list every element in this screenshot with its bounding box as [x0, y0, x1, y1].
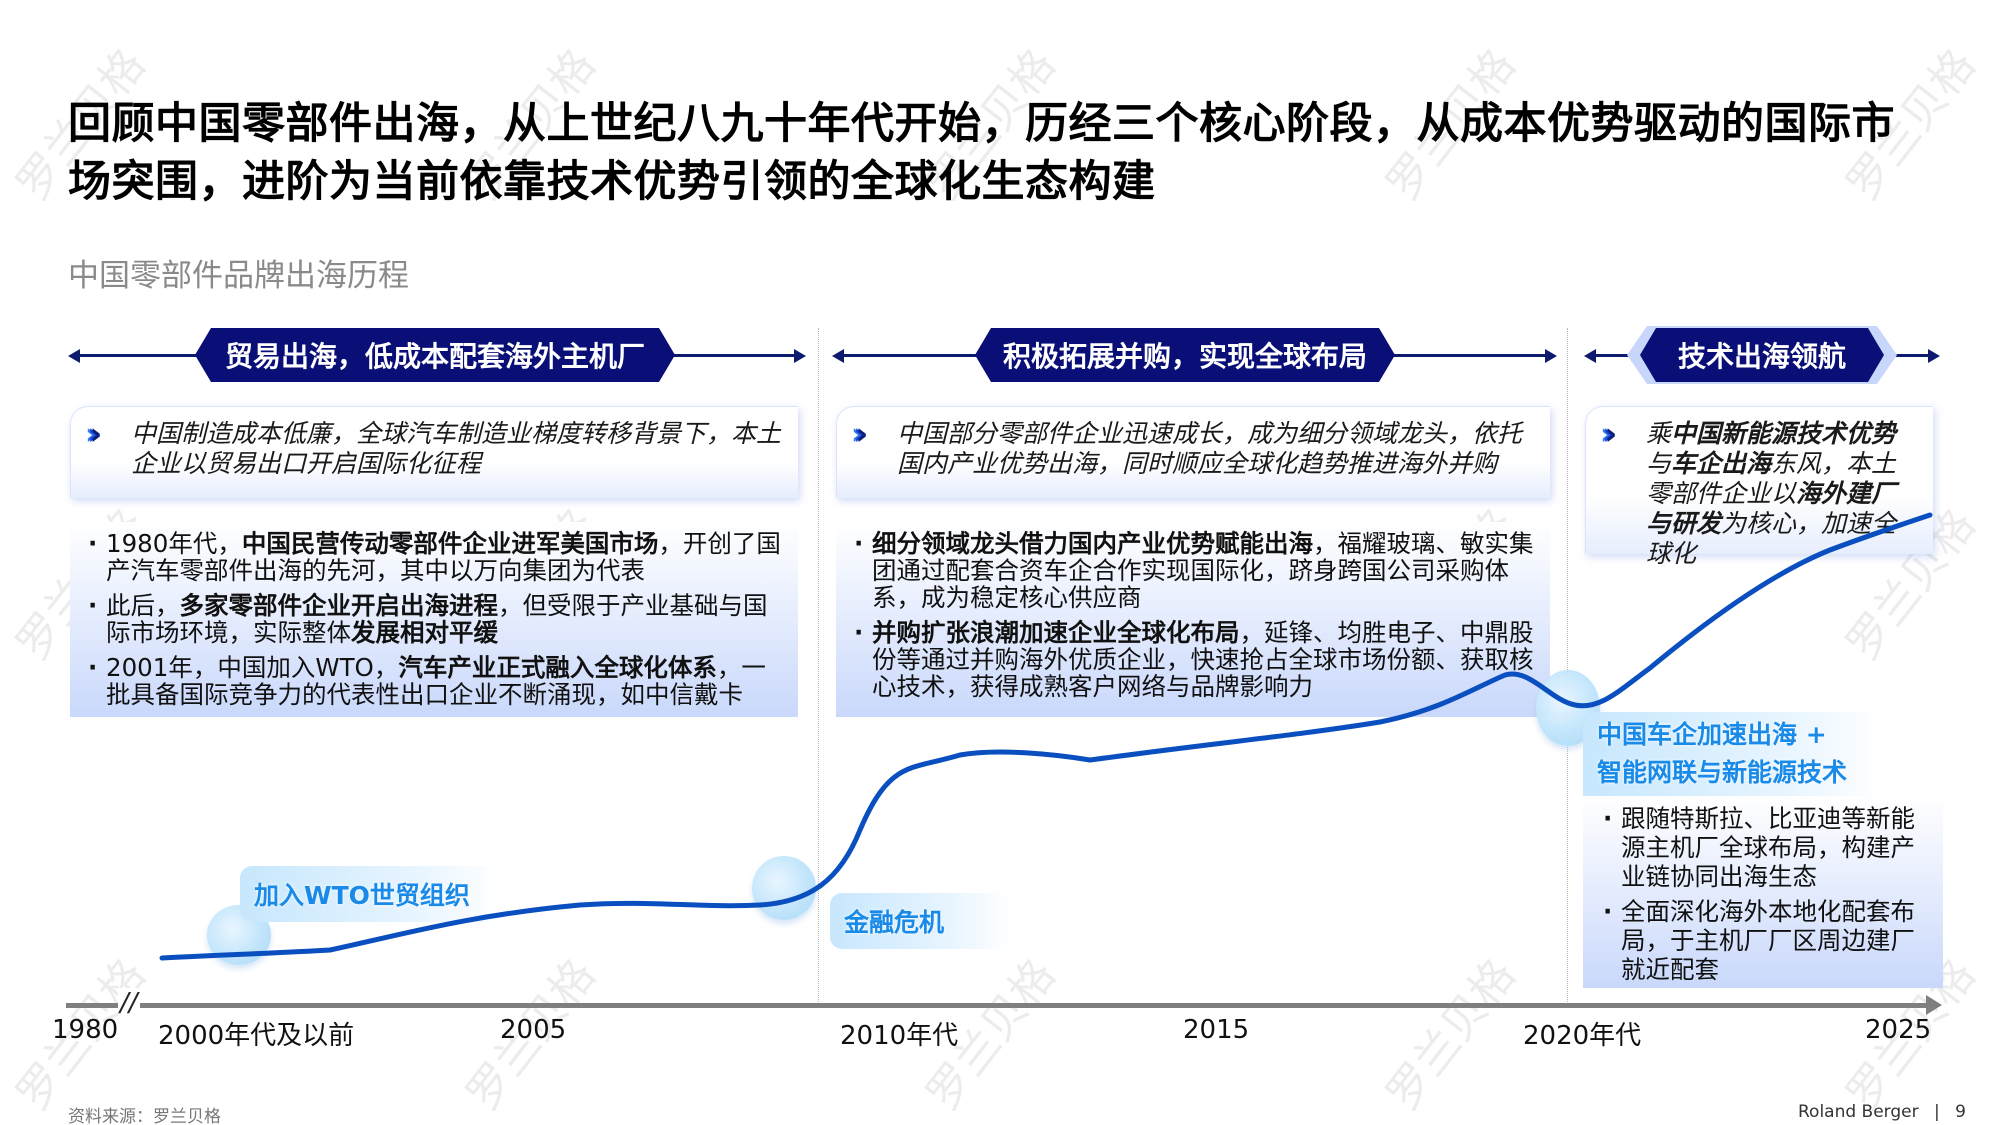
list-item: 并购扩张浪潮加速企业全球化布局，延锋、均胜电子、中鼎股份等通过并购海外优质企业，…: [854, 619, 1540, 700]
list-item: 此后，多家零部件企业开启出海进程，但受限于产业基础与国际市场环境，实际整体发展相…: [88, 592, 788, 646]
list-item: 跟随特斯拉、比亚迪等新能源主机厂全球布局，构建产业链协同出海生态: [1603, 804, 1933, 891]
tick-2015: 2015: [1183, 1015, 1250, 1045]
event-tag-financial-crisis: 金融危机: [830, 893, 1010, 949]
list-item: 1980年代，中国民营传动零部件企业进军美国市场，开创了国产汽车零部件出海的先河…: [88, 530, 788, 584]
arrow-left-icon: [68, 349, 80, 363]
footer-source: 资料来源：罗兰贝格: [68, 1107, 221, 1125]
phase-3-details: 跟随特斯拉、比亚迪等新能源主机厂全球布局，构建产业链协同出海生态 全面深化海外本…: [1583, 796, 1943, 988]
phase-2-details: 细分领域龙头借力国内产业优势赋能出海，福耀玻璃、敏实集团通过配套合资车企合作实现…: [836, 522, 1550, 717]
phase-1-badge: 贸易出海，低成本配套海外主机厂: [195, 328, 675, 382]
phase-1-intro: ››› 中国制造成本低廉，全球汽车制造业梯度转移背景下，本土企业以贸易出口开启国…: [70, 406, 798, 498]
page-number: 9: [1955, 1102, 1966, 1122]
arrow-right-icon: [1545, 349, 1557, 363]
phase-3-badge: 技术出海领航: [1640, 328, 1884, 382]
list-item: 全面深化海外本地化配套布局，于主机厂厂区周边建厂就近配套: [1603, 897, 1933, 984]
arrow-left-icon: [832, 349, 844, 363]
arrow-right-icon: [1928, 349, 1940, 363]
tick-2005: 2005: [500, 1015, 567, 1045]
page-subtitle: 中国零部件品牌出海历程: [68, 258, 409, 294]
phase-2-badge: 积极拓展并购，实现全球布局: [975, 328, 1395, 382]
tick-1980: 1980: [52, 1015, 119, 1045]
axis-break-mark: //: [118, 988, 140, 1018]
axis-arrow-icon: [1926, 995, 1942, 1015]
arrow-right-icon: [794, 349, 806, 363]
footer-brand: Roland Berger | 9: [1798, 1102, 1966, 1122]
phase-2-intro: ››› 中国部分零部件企业迅速成长，成为细分领域龙头，依托国内产业优势出海，同时…: [836, 406, 1550, 498]
tick-2025: 2025: [1865, 1015, 1932, 1045]
phase-divider: [818, 328, 819, 1004]
event-bubble: [752, 856, 816, 920]
phase-divider: [1567, 328, 1568, 1004]
event-tag-wto: 加入WTO世贸组织: [240, 866, 500, 922]
phase-3-intro: ››› 乘中国新能源技术优势与车企出海东风，本土零部件企业以海外建厂与研发为核心…: [1585, 406, 1933, 568]
tick-2010s: 2010年代: [840, 1021, 959, 1051]
page-title: 回顾中国零部件出海，从上世纪八九十年代开始，历经三个核心阶段，从成本优势驱动的国…: [68, 99, 1895, 207]
list-item: 细分领域龙头借力国内产业优势赋能出海，福耀玻璃、敏实集团通过配套合资车企合作实现…: [854, 530, 1540, 611]
tick-2020s: 2020年代: [1523, 1021, 1642, 1051]
tick-2000s: 2000年代及以前: [158, 1021, 355, 1051]
event-tag-nev: 中国车企加速出海 + 智能网联与新能源技术: [1583, 712, 1883, 796]
arrow-left-icon: [1584, 349, 1596, 363]
list-item: 2001年，中国加入WTO，汽车产业正式融入全球化体系，一批具备国际竞争力的代表…: [88, 654, 788, 708]
timeline-axis: [66, 1003, 1928, 1008]
phase-1-details: 1980年代，中国民营传动零部件企业进军美国市场，开创了国产汽车零部件出海的先河…: [70, 522, 798, 717]
